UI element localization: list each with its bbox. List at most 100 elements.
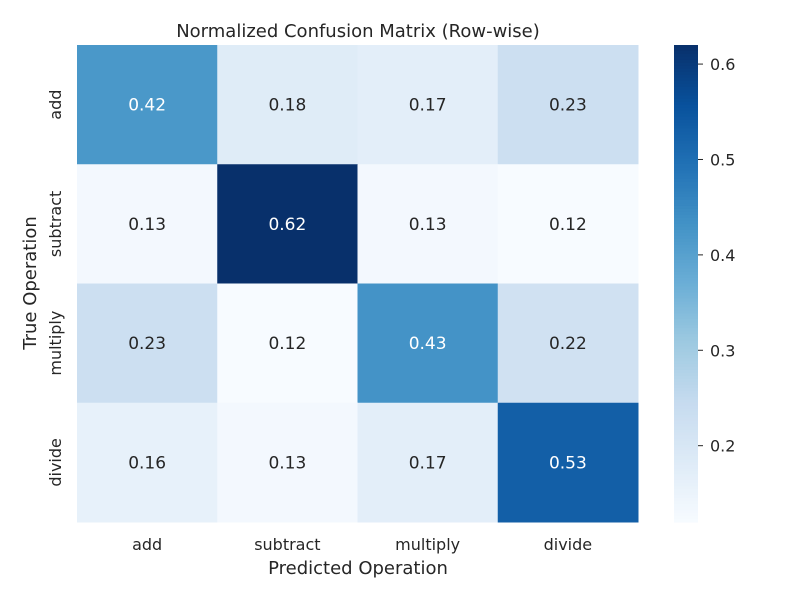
colorbar-segment [674,137,698,141]
colorbar-segment [674,295,698,300]
colorbar-segment [674,304,698,308]
heatmap-value-label-add-add: 0.42 [128,96,166,116]
colorbar-segment [674,113,698,118]
colorbar-segment [674,265,698,270]
colorbar-segment [674,492,698,496]
colorbar-segment [674,280,698,285]
colorbar-segment [674,375,698,380]
heatmap-cell-add-multiply [357,45,499,165]
colorbar-segment [674,182,698,186]
colorbar-segment [674,77,698,82]
heatmap-cell-divide-subtract [217,402,358,523]
heatmap-value-label-multiply-subtract: 0.12 [268,334,306,354]
colorbar-segment [674,203,698,207]
colorbar-segment [674,480,698,484]
colorbar-segment [674,286,698,291]
colorbar-segment [674,501,698,505]
colorbar-segment [674,369,698,374]
heatmap-value-labels: 0.42 0.18 0.17 0.23 0.13 0.62 0.13 0.12 0.23 0.12… [128,96,587,474]
colorbar-segment [674,173,698,177]
colorbar-segment [674,432,698,437]
colorbar-segment [674,387,698,392]
colorbar-segment [674,426,698,431]
colorbar-segment [674,313,698,317]
colorbar-segment [674,346,698,350]
heatmap-cell-subtract-divide [497,164,639,284]
colorbar-segment [674,474,698,478]
colorbar-segment [674,68,698,73]
colorbar-segment [674,372,698,377]
colorbar-segment [674,366,698,371]
heatmap-cell-multiply-divide [497,283,639,404]
colorbar-segment [674,516,698,520]
colorbar-segment [674,402,698,407]
colorbar-segment [674,164,698,168]
colorbar-segment [674,453,698,458]
colorbar-segment [674,80,698,85]
colorbar-segment [674,468,698,472]
heatmap-value-label-divide-add: 0.16 [128,453,166,473]
x-tick-label-multiply: multiply [395,535,460,554]
colorbar-segment [674,211,698,216]
colorbar-segment [674,328,698,332]
colorbar-segment [674,98,698,103]
heatmap-cell-divide-divide [497,402,639,523]
colorbar-segment [674,486,698,490]
colorbar-segment [674,274,698,279]
colorbar-segment [674,134,698,139]
colorbar-segment [674,504,698,508]
colorbar-segment [674,355,698,359]
colorbar-segment [674,232,698,237]
heatmap-value-label-add-subtract: 0.18 [268,96,306,116]
x-tick-label-subtract: subtract [254,535,320,554]
colorbar-segment [674,247,698,252]
colorbar-segment [674,438,698,443]
colorbar-segment [674,441,698,446]
heatmap-value-label-subtract-divide: 0.12 [549,215,587,235]
colorbar-segment [674,74,698,79]
colorbar-segment [674,110,698,115]
colorbar-segment [674,289,698,294]
colorbar-segment [674,316,698,320]
colorbar-segment [674,238,698,243]
colorbar-segment [674,161,698,165]
heatmap-cell-multiply-add [77,283,218,404]
colorbar-segment [674,420,698,425]
colorbar-segment [674,498,698,502]
colorbar-segment [674,405,698,410]
colorbar-segment [674,334,698,338]
y-axis-label: True Operation [20,216,41,351]
colorbar-segment [674,125,698,130]
colorbar-segment [674,459,698,463]
colorbar-segment [674,358,698,362]
heatmap-value-label-add-multiply: 0.17 [409,96,447,116]
colorbar-segment [674,179,698,183]
colorbar-segment [674,414,698,419]
x-axis-label: Predicted Operation [268,558,448,579]
y-tick-label-multiply: multiply [46,311,65,376]
colorbar-segment [674,167,698,171]
colorbar-segment [674,319,698,323]
colorbar-segment [674,71,698,76]
colorbar-segment [674,390,698,395]
colorbar-segment [674,95,698,100]
colorbar-segment [674,495,698,499]
colorbar-segment [674,292,698,297]
colorbar-segment [674,92,698,97]
colorbar-segment [674,50,698,55]
colorbar-segment [674,89,698,94]
colorbar-segment [674,399,698,404]
colorbar-segment [674,507,698,511]
colorbar-segment [674,176,698,180]
colorbar-segment [674,325,698,329]
colorbar-segment [674,140,698,144]
colorbar-segment [674,143,698,147]
colorbar-segment [674,170,698,174]
colorbar-segment [674,128,698,133]
heatmap-cell-add-add [77,45,218,165]
colorbar-segment [674,489,698,493]
heatmap-cell-add-divide [497,45,639,165]
colorbar-segment [674,131,698,136]
colorbar-segment [674,244,698,249]
